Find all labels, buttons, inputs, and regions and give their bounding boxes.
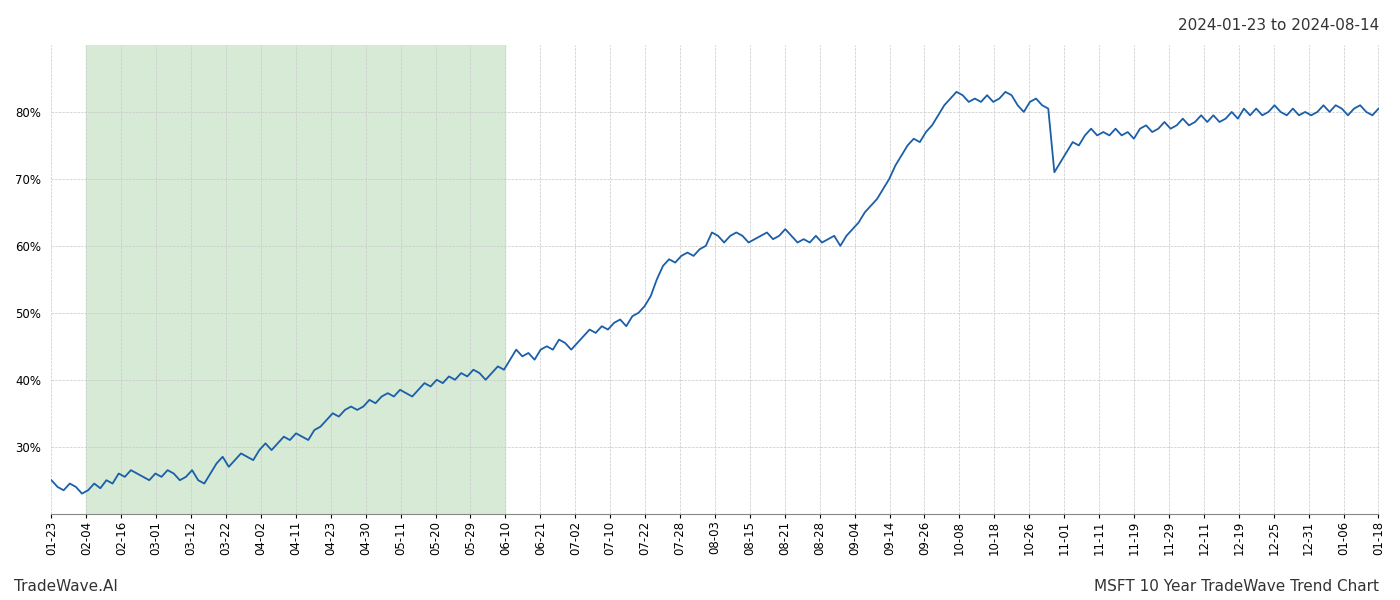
- Text: 2024-01-23 to 2024-08-14: 2024-01-23 to 2024-08-14: [1177, 18, 1379, 33]
- Bar: [87, 45, 505, 514]
- Text: TradeWave.AI: TradeWave.AI: [14, 579, 118, 594]
- Text: MSFT 10 Year TradeWave Trend Chart: MSFT 10 Year TradeWave Trend Chart: [1093, 579, 1379, 594]
